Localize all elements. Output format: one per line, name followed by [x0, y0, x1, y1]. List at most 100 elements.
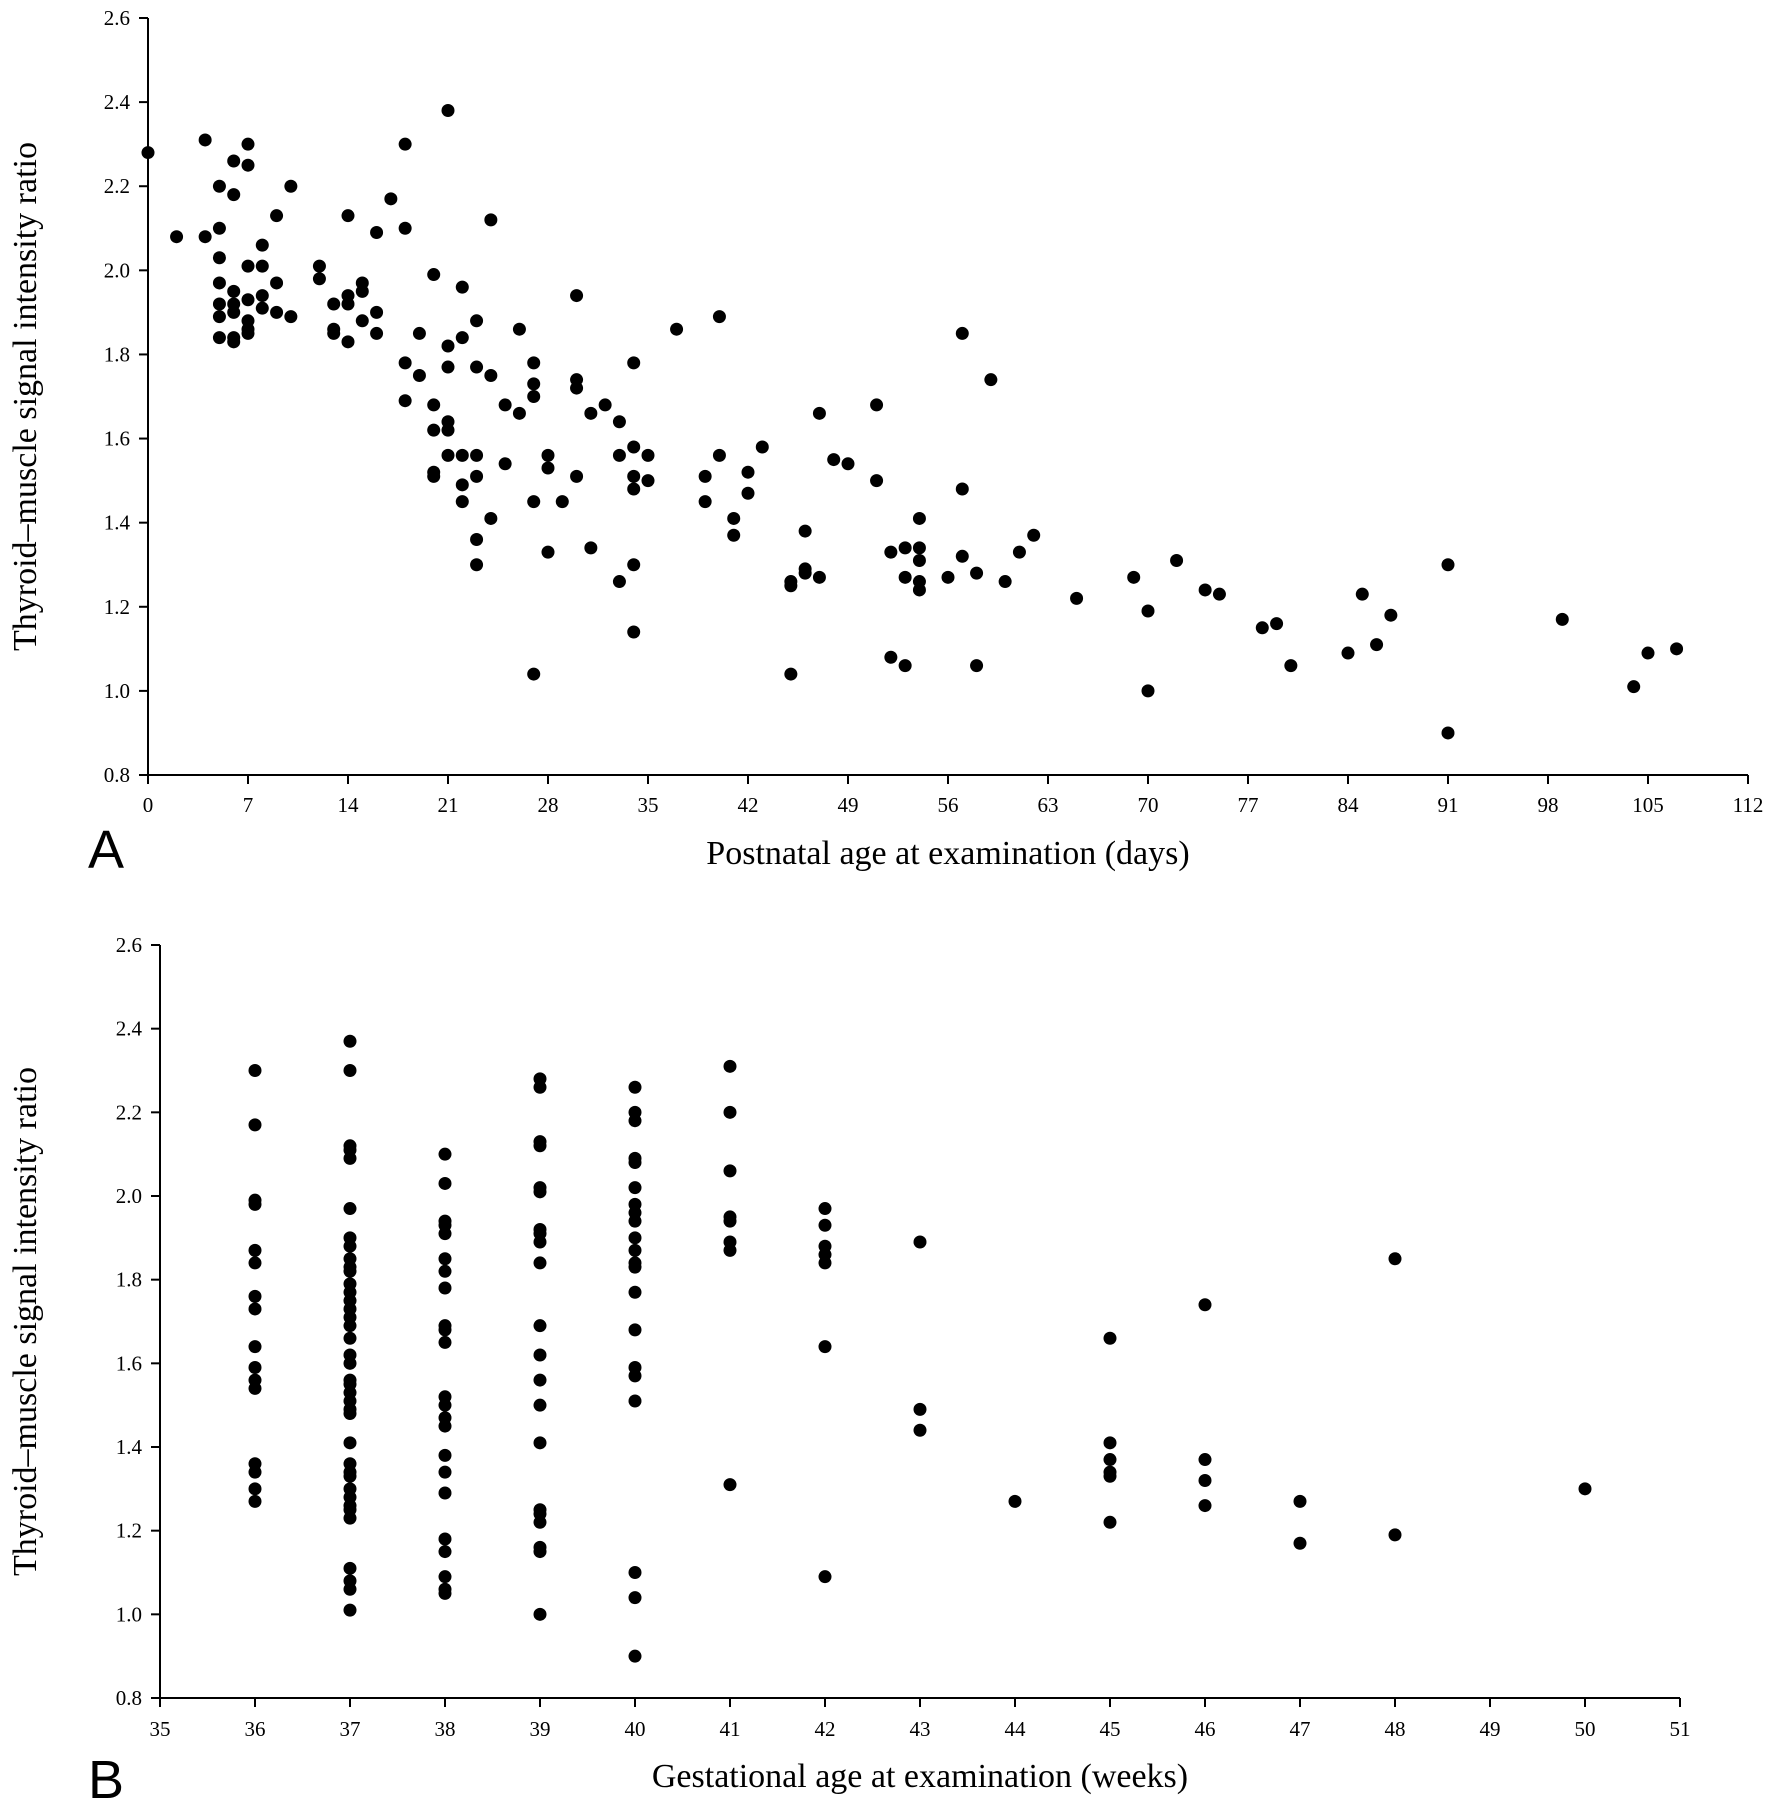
- data-point: [741, 465, 755, 479]
- data-point: [727, 528, 741, 542]
- data-point: [1341, 646, 1355, 660]
- data-point: [628, 1156, 642, 1170]
- data-point: [343, 1202, 357, 1216]
- data-point: [438, 1465, 452, 1479]
- data-point: [612, 575, 626, 589]
- data-point: [327, 297, 341, 311]
- data-point: [498, 398, 512, 412]
- data-point: [627, 440, 641, 454]
- data-point: [227, 335, 241, 349]
- data-point: [270, 276, 284, 290]
- data-point: [312, 259, 326, 273]
- data-point: [698, 469, 712, 483]
- data-point: [970, 659, 984, 673]
- x-axis-title: Gestational age at examination (weeks): [652, 1758, 1188, 1795]
- data-point: [241, 259, 255, 273]
- y-tick-label: 0.8: [116, 1686, 142, 1710]
- data-point: [343, 1603, 357, 1617]
- x-tick-label: 42: [815, 1717, 836, 1741]
- data-point: [355, 284, 369, 298]
- panel-a: 0.8 1.0 1.2 1.4 1.6 1.8 2.0 2.2 2.4 2.6 0 7 14 21 28 35…: [7, 6, 1763, 880]
- x-tick-label: 36: [245, 1717, 266, 1741]
- data-point: [241, 293, 255, 307]
- data-point: [212, 179, 226, 193]
- data-point: [884, 650, 898, 664]
- data-point: [343, 1264, 357, 1278]
- data-point: [270, 305, 284, 319]
- data-point: [248, 1243, 262, 1257]
- data-point: [541, 461, 555, 475]
- data-point: [941, 570, 955, 584]
- data-point: [455, 280, 469, 294]
- data-point: [628, 1231, 642, 1245]
- panel-b: 0.8 1.0 1.2 1.4 1.6 1.8 2.0 2.2 2.4 2.6 35 36 37 38 39…: [7, 933, 1691, 1800]
- data-point: [398, 221, 412, 235]
- data-point: [343, 1151, 357, 1165]
- y-tick-label: 1.6: [104, 427, 130, 451]
- x-tick-label: 63: [1038, 793, 1059, 817]
- data-point: [248, 1197, 262, 1211]
- data-point: [584, 406, 598, 420]
- data-point: [470, 448, 484, 462]
- data-point: [818, 1202, 832, 1216]
- x-tick-label: 47: [1290, 1717, 1311, 1741]
- data-point: [248, 1289, 262, 1303]
- x-tick-label: 37: [340, 1717, 361, 1741]
- data-point: [913, 1423, 927, 1437]
- data-point: [438, 1147, 452, 1161]
- data-point: [628, 1649, 642, 1663]
- data-point: [1198, 1473, 1212, 1487]
- data-point: [912, 554, 926, 568]
- data-point: [343, 1511, 357, 1525]
- data-point: [227, 154, 241, 168]
- data-point: [438, 1486, 452, 1500]
- data-point: [755, 440, 769, 454]
- y-tick-label: 2.2: [104, 174, 130, 198]
- data-point: [341, 335, 355, 349]
- data-point: [370, 326, 384, 340]
- y-tick-label: 1.2: [104, 595, 130, 619]
- data-point: [818, 1340, 832, 1354]
- data-point: [723, 1105, 737, 1119]
- data-point: [533, 1436, 547, 1450]
- x-tick-label: 49: [1480, 1717, 1501, 1741]
- data-point: [343, 1407, 357, 1421]
- data-point: [884, 545, 898, 559]
- data-point: [248, 1465, 262, 1479]
- data-point: [255, 301, 269, 315]
- data-point: [1441, 558, 1455, 572]
- data-point: [427, 398, 441, 412]
- data-point: [727, 511, 741, 525]
- data-point: [343, 1034, 357, 1048]
- x-tick-label: 112: [1733, 793, 1764, 817]
- data-point: [341, 297, 355, 311]
- data-point: [1103, 1515, 1117, 1529]
- data-point: [1141, 604, 1155, 618]
- data-point: [628, 1323, 642, 1337]
- data-point: [455, 448, 469, 462]
- data-point: [533, 1319, 547, 1333]
- data-point: [198, 230, 212, 244]
- data-point: [533, 1545, 547, 1559]
- data-point: [212, 276, 226, 290]
- x-tick-label: 42: [738, 793, 759, 817]
- data-point: [1127, 570, 1141, 584]
- x-tick-label: 43: [910, 1717, 931, 1741]
- data-point: [913, 1402, 927, 1416]
- x-tick-label: 48: [1385, 1717, 1406, 1741]
- data-point: [1293, 1494, 1307, 1508]
- data-point: [441, 448, 455, 462]
- data-point: [627, 625, 641, 639]
- data-point: [241, 158, 255, 172]
- x-tick-label: 50: [1575, 1717, 1596, 1741]
- data-point: [527, 667, 541, 681]
- data-point: [1270, 617, 1284, 631]
- data-point: [370, 305, 384, 319]
- y-axis-title: Thyroid–muscle signal intensity ratio: [7, 142, 44, 651]
- x-tick-label: 91: [1438, 793, 1459, 817]
- data-point: [1198, 1499, 1212, 1513]
- data-point: [248, 1340, 262, 1354]
- x-tick-label: 28: [538, 793, 559, 817]
- data-point: [1170, 554, 1184, 568]
- data-point: [527, 390, 541, 403]
